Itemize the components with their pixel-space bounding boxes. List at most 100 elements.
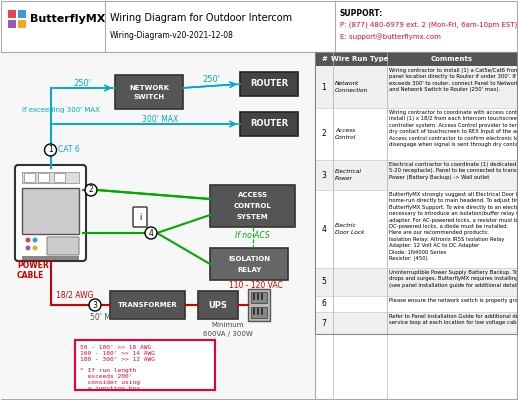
Text: Access
Control: Access Control — [335, 128, 356, 140]
Bar — [75, 340, 215, 390]
Bar — [315, 190, 517, 268]
Text: 1: 1 — [322, 82, 326, 92]
Text: POWER: POWER — [17, 261, 49, 270]
Text: E: support@butterflymx.com: E: support@butterflymx.com — [340, 34, 441, 40]
Text: * If run length: * If run length — [80, 368, 136, 373]
Text: SYSTEM: SYSTEM — [237, 214, 268, 220]
Text: i: i — [139, 212, 141, 222]
Text: CABLE: CABLE — [17, 271, 45, 280]
Bar — [315, 108, 517, 160]
Bar — [251, 292, 267, 303]
Text: 250': 250' — [74, 78, 92, 88]
Text: 50 - 100' >> 18 AWG: 50 - 100' >> 18 AWG — [80, 345, 151, 350]
Bar — [315, 312, 517, 334]
Text: exceeds 200': exceeds 200' — [80, 374, 133, 379]
Bar — [315, 66, 517, 108]
Text: 2: 2 — [89, 186, 93, 194]
Text: 4: 4 — [322, 224, 326, 234]
Text: Wiring contractor to coordinate with access control provider,
install (1) x 18/2: Wiring contractor to coordinate with acc… — [389, 110, 518, 147]
Bar — [240, 72, 298, 96]
Text: ROUTER: ROUTER — [250, 120, 288, 128]
Bar — [22, 188, 79, 234]
Bar — [198, 291, 238, 319]
Circle shape — [89, 299, 101, 311]
Text: Uninterruptible Power Supply Battery Backup. To prevent voltage
drops and surges: Uninterruptible Power Supply Battery Bac… — [389, 270, 518, 288]
Text: If exceeding 300' MAX: If exceeding 300' MAX — [22, 107, 100, 113]
Text: Electrical contractor to coordinate (1) dedicated circuit (with
5-20 receptacle): Electrical contractor to coordinate (1) … — [389, 162, 518, 180]
Text: CONTROL: CONTROL — [234, 203, 271, 209]
Text: ButterflyMX strongly suggest all Electrical Door Lock wiring to be
home-run dire: ButterflyMX strongly suggest all Electri… — [389, 192, 518, 261]
Bar — [315, 268, 517, 296]
Bar — [18, 20, 26, 28]
Text: 180 - 300' >> 12 AWG: 180 - 300' >> 12 AWG — [80, 357, 155, 362]
Text: SUPPORT:: SUPPORT: — [340, 8, 383, 18]
Text: 300' MAX: 300' MAX — [142, 114, 178, 124]
Bar — [8, 10, 16, 18]
Text: 100 - 180' >> 14 AWG: 100 - 180' >> 14 AWG — [80, 351, 155, 356]
Text: Wiring contractor to install (1) a Cat5e/Cat6 from each Intercom
panel location : Wiring contractor to install (1) a Cat5e… — [389, 68, 518, 92]
Bar — [315, 296, 517, 312]
Circle shape — [33, 238, 37, 242]
Text: Refer to Panel Installation Guide for additional details. Leave 6'
service loop : Refer to Panel Installation Guide for ad… — [389, 314, 518, 326]
Bar — [110, 291, 185, 319]
Bar — [251, 307, 267, 318]
Bar — [38, 173, 49, 182]
Text: 1: 1 — [48, 146, 53, 154]
Text: consider using: consider using — [80, 380, 140, 385]
Text: 3: 3 — [322, 170, 326, 180]
Text: ACCESS: ACCESS — [237, 192, 267, 198]
Bar — [18, 10, 26, 18]
Bar — [22, 256, 79, 260]
Text: 4: 4 — [149, 228, 153, 238]
Circle shape — [45, 144, 56, 156]
Bar — [115, 75, 183, 109]
Text: ButterflyMX: ButterflyMX — [30, 14, 105, 24]
Text: #: # — [321, 56, 327, 62]
Circle shape — [85, 184, 97, 196]
Text: 110 - 120 VAC: 110 - 120 VAC — [229, 280, 283, 290]
Bar — [315, 160, 517, 190]
Text: Network
Connection: Network Connection — [335, 81, 368, 93]
Text: 3: 3 — [93, 300, 97, 310]
Text: 7: 7 — [322, 318, 326, 328]
Bar — [315, 52, 517, 66]
Bar — [240, 112, 298, 136]
Circle shape — [25, 238, 31, 242]
Circle shape — [145, 227, 157, 239]
Text: Wiring-Diagram-v20-2021-12-08: Wiring-Diagram-v20-2021-12-08 — [110, 32, 234, 40]
Bar — [315, 52, 517, 334]
Text: RELAY: RELAY — [237, 267, 261, 273]
Text: Electric
Door Lock: Electric Door Lock — [335, 223, 365, 234]
Bar — [210, 248, 288, 280]
Text: 2: 2 — [322, 130, 326, 138]
Bar — [248, 289, 270, 321]
Text: 250': 250' — [203, 76, 221, 84]
Text: Please ensure the network switch is properly grounded.: Please ensure the network switch is prop… — [389, 298, 518, 303]
FancyBboxPatch shape — [15, 165, 86, 261]
Text: Electrical
Power: Electrical Power — [335, 170, 362, 181]
FancyBboxPatch shape — [47, 237, 79, 255]
Text: If no ACS: If no ACS — [235, 230, 270, 240]
Text: 600VA / 300W: 600VA / 300W — [203, 331, 253, 337]
Text: ROUTER: ROUTER — [250, 80, 288, 88]
Circle shape — [33, 246, 37, 250]
Text: SWITCH: SWITCH — [134, 94, 165, 100]
Text: TRANSFORMER: TRANSFORMER — [118, 302, 177, 308]
Bar — [24, 173, 35, 182]
Text: Wiring Diagram for Outdoor Intercom: Wiring Diagram for Outdoor Intercom — [110, 13, 292, 23]
Bar — [8, 20, 16, 28]
Bar — [210, 185, 295, 227]
Text: NETWORK: NETWORK — [129, 85, 169, 91]
FancyBboxPatch shape — [133, 207, 147, 227]
Text: a junction box: a junction box — [80, 386, 140, 390]
Text: 50' MAX: 50' MAX — [90, 313, 121, 322]
Bar — [22, 172, 79, 183]
Text: Wire Run Type: Wire Run Type — [331, 56, 388, 62]
Text: Comments: Comments — [431, 56, 473, 62]
Text: CAT 6: CAT 6 — [59, 146, 80, 154]
Text: 18/2 AWG: 18/2 AWG — [55, 291, 93, 300]
Bar — [1, 52, 315, 399]
Text: P: (877) 480-6979 ext. 2 (Mon-Fri, 6am-10pm EST): P: (877) 480-6979 ext. 2 (Mon-Fri, 6am-1… — [340, 22, 517, 28]
Text: ISOLATION: ISOLATION — [228, 256, 270, 262]
Circle shape — [25, 246, 31, 250]
